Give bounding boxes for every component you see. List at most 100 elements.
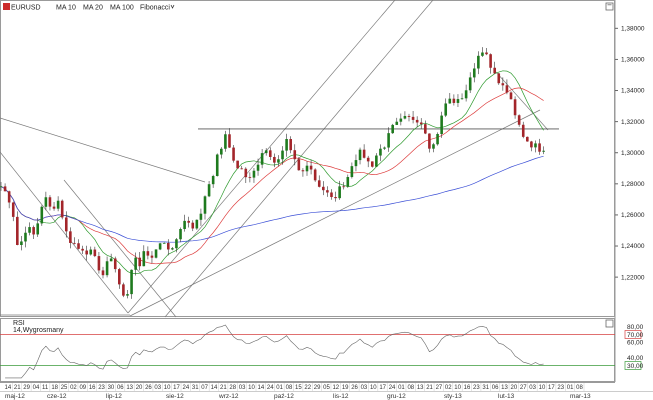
rsi-subtitle: 14,Wygrosmany xyxy=(13,327,64,334)
candle-body xyxy=(477,55,480,69)
date-axis-label: 14 xyxy=(258,385,265,391)
ma-line-10 xyxy=(0,70,544,274)
date-axis-label: 03 xyxy=(529,385,536,391)
candle-body xyxy=(472,68,476,78)
candle-body xyxy=(513,99,517,116)
price-axis-label: 1,32000 xyxy=(621,119,645,126)
date-axis-label: 16 xyxy=(89,385,96,391)
candle-body xyxy=(379,148,382,156)
trendline xyxy=(0,117,206,183)
ma-line-20 xyxy=(0,87,544,265)
trendline xyxy=(63,179,177,318)
date-axis-label: 10 xyxy=(370,385,377,391)
candle-body xyxy=(175,239,178,249)
ma-line-100 xyxy=(0,155,544,243)
candle-body xyxy=(411,116,415,120)
date-axis-label: 03 xyxy=(239,385,246,391)
rsi-close-icon[interactable] xyxy=(605,319,614,328)
candle-body xyxy=(199,213,203,220)
candle-body xyxy=(334,197,337,199)
candle-body xyxy=(236,160,239,169)
trendline xyxy=(129,109,541,317)
date-axis-label: 23 xyxy=(557,385,564,391)
date-axis-label: 25 xyxy=(61,385,68,391)
candlesticks xyxy=(0,47,545,299)
candle-body xyxy=(317,180,321,187)
date-axis-label: 08 xyxy=(576,385,583,391)
date-axis-label: 20 xyxy=(511,385,518,391)
moving-averages xyxy=(0,70,544,274)
rsi-line xyxy=(5,324,544,379)
price-axis-label: 1,26000 xyxy=(621,212,645,219)
candle-body xyxy=(509,92,513,100)
price-axis-label: 1,38000 xyxy=(621,26,645,33)
candle-body xyxy=(354,160,358,167)
candle-body xyxy=(134,257,137,270)
month-axis-label: mar-13 xyxy=(570,393,591,400)
candle-body xyxy=(456,99,460,103)
candle-body xyxy=(122,284,125,296)
candle-body xyxy=(232,147,235,161)
date-axis-label: 29 xyxy=(23,385,30,391)
candle-body xyxy=(395,121,399,125)
date-axis-label: 13 xyxy=(501,385,508,391)
candle-body xyxy=(391,124,394,134)
indicator-ma100[interactable]: MA 100 xyxy=(110,5,134,12)
candle-body xyxy=(264,150,268,154)
trendline xyxy=(495,71,549,131)
candle-body xyxy=(362,149,366,158)
symbol-icon[interactable] xyxy=(3,3,10,10)
date-axis-label: 17 xyxy=(173,385,180,391)
price-axis: 1,38000 1,36000 1,34000 1,32000 1,30000 1,280… xyxy=(615,26,645,281)
date-axis-label: 06 xyxy=(117,385,124,391)
date-axis-label: 01 xyxy=(276,385,283,391)
candle-body xyxy=(424,124,427,134)
candle-body xyxy=(281,150,284,160)
month-axis-label: lip-12 xyxy=(106,393,122,400)
candle-body xyxy=(542,150,545,152)
candle-body xyxy=(530,141,533,148)
month-axis-label: sie-12 xyxy=(166,393,184,400)
date-axis-label: 03 xyxy=(361,385,368,391)
date-axis-label: 04 xyxy=(33,385,40,391)
candle-body xyxy=(313,169,317,181)
candle-body xyxy=(224,134,227,149)
candle-body xyxy=(366,157,370,162)
chevron-down-icon[interactable] xyxy=(170,4,175,9)
symbol-label[interactable]: EURUSD xyxy=(11,5,41,12)
candle-body xyxy=(215,154,219,177)
indicator-fibonacci[interactable]: Fibonacci xyxy=(140,5,170,12)
candle-body xyxy=(146,251,150,256)
date-axis-label: 23 xyxy=(473,385,480,391)
price-axis-label: 1,34000 xyxy=(621,88,645,95)
candle-body xyxy=(415,119,419,123)
candle-body xyxy=(60,200,64,218)
candle-body xyxy=(505,85,509,93)
candle-body xyxy=(485,52,488,55)
candle-body xyxy=(338,186,341,199)
candle-body xyxy=(187,220,190,223)
maximize-icon[interactable] xyxy=(605,2,614,11)
date-axis-label: 23 xyxy=(98,385,105,391)
date-axis-label: 11 xyxy=(42,385,49,391)
candle-body xyxy=(468,77,472,91)
indicator-ma20[interactable]: MA 20 xyxy=(83,5,103,12)
month-axis-label: sty-13 xyxy=(444,393,462,400)
candle-body xyxy=(228,134,231,148)
candle-body xyxy=(0,186,3,188)
rsi-upper-badge xyxy=(624,330,642,339)
date-axis-label: 18 xyxy=(51,385,58,391)
candle-body xyxy=(452,98,456,103)
date-axis-label: 30 xyxy=(108,385,115,391)
date-axis-label: 17 xyxy=(548,385,555,391)
candle-body xyxy=(109,258,113,262)
candle-body xyxy=(330,192,333,198)
date-axis-label: 24 xyxy=(389,385,396,391)
candle-body xyxy=(36,223,40,235)
candle-body xyxy=(179,229,182,240)
candle-body xyxy=(350,166,354,178)
rsi-plot-frame xyxy=(0,318,615,382)
indicator-ma10[interactable]: MA 10 xyxy=(56,5,76,12)
month-axis-label: maj-12 xyxy=(5,393,25,400)
